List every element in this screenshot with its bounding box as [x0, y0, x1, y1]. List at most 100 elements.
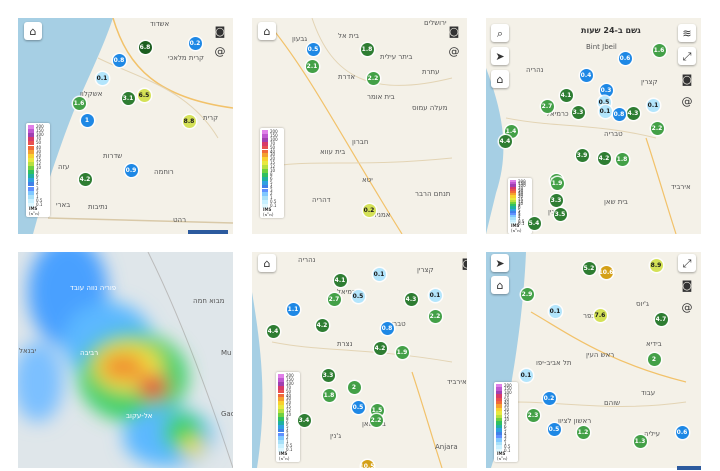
rain-station-marker[interactable]: 10.5 — [360, 459, 374, 468]
radar-panel[interactable]: פוריה נווה עובד מבוא חמה יבנאל רביבה אל-… — [18, 252, 233, 468]
rain-station-marker[interactable]: 4.1 — [559, 88, 573, 102]
rain-station-marker[interactable]: 0.1 — [95, 71, 109, 85]
map-panel-5[interactable]: ⌂ ◙ נהריה קצרין כרמיאל טבריה נצרת בית שא… — [252, 252, 467, 468]
rain-station-marker[interactable]: 2.7 — [540, 99, 554, 113]
rain-station-marker[interactable]: 0.1 — [598, 104, 612, 118]
layers-stack-button[interactable]: ≋ — [678, 24, 696, 42]
rain-station-marker[interactable]: 2.2 — [650, 121, 664, 135]
rain-station-marker[interactable]: 0.8 — [112, 53, 126, 67]
rain-station-marker[interactable]: 0.5 — [306, 42, 320, 56]
rain-station-marker[interactable]: 0.8 — [380, 321, 394, 335]
rain-station-marker[interactable]: 1.9 — [395, 345, 409, 359]
rain-station-marker[interactable]: 0.1 — [428, 288, 442, 302]
rain-station-marker[interactable]: 2.9 — [520, 287, 534, 301]
rain-station-marker[interactable]: 0.6 — [675, 425, 689, 439]
locate-button[interactable]: ➤ — [491, 47, 509, 65]
rain-station-marker[interactable]: 3.3 — [549, 193, 563, 207]
rain-station-marker[interactable]: 0.1 — [519, 368, 533, 382]
rain-station-marker[interactable]: 0.1 — [372, 267, 386, 281]
rain-station-marker[interactable]: 10.6 — [599, 265, 613, 279]
rain-station-marker[interactable]: 0.2 — [542, 391, 556, 405]
rain-station-marker[interactable]: 6.8 — [138, 40, 152, 54]
rain-station-marker[interactable]: 1.6 — [72, 96, 86, 110]
fullscreen-button[interactable]: ⤢ — [678, 254, 696, 272]
rain-station-marker[interactable]: 4.2 — [597, 151, 611, 165]
layers-button[interactable]: @ — [211, 42, 229, 60]
rain-station-marker[interactable]: 2 — [347, 380, 361, 394]
search-button[interactable]: ⌕ — [491, 24, 509, 42]
rain-station-marker[interactable]: 1.6 — [652, 43, 666, 57]
camera-button[interactable]: ◙ — [678, 70, 696, 88]
fullscreen-button[interactable]: ⤢ — [678, 47, 696, 65]
rain-station-marker[interactable]: 0.2 — [188, 36, 202, 50]
swirl-button[interactable]: @ — [678, 92, 696, 110]
rain-station-marker[interactable]: 1.2 — [576, 425, 590, 439]
rain-station-marker[interactable]: 0.5 — [547, 422, 561, 436]
rain-station-marker[interactable]: 3.1 — [121, 91, 135, 105]
rain-station-marker[interactable]: 6.5 — [137, 88, 151, 102]
rain-station-marker[interactable]: 4.4 — [498, 134, 512, 148]
rain-station-marker[interactable]: 0.8 — [612, 107, 626, 121]
home-button[interactable]: ⌂ — [491, 70, 509, 88]
home-button[interactable]: ⌂ — [258, 22, 276, 40]
rain-station-marker[interactable]: 3.3 — [321, 368, 335, 382]
rain-station-marker[interactable]: 3.3 — [571, 105, 585, 119]
rain-station-marker[interactable]: 0.5 — [351, 400, 365, 414]
locate-button[interactable]: ➤ — [491, 254, 509, 272]
rain-station-marker[interactable]: 1.8 — [322, 388, 336, 402]
rain-station-marker[interactable]: 1.3 — [633, 434, 647, 448]
rain-station-marker[interactable]: 1.8 — [615, 152, 629, 166]
rain-station-marker[interactable]: 0.2 — [362, 203, 376, 217]
camera-button[interactable]: ◙ — [678, 276, 696, 294]
rain-station-marker[interactable]: 4.2 — [315, 318, 329, 332]
rain-station-marker[interactable]: 5.4 — [527, 216, 541, 230]
rain-station-marker[interactable]: 2.1 — [305, 59, 319, 73]
rain-station-marker[interactable]: 2.2 — [369, 413, 383, 427]
rain-station-marker[interactable]: 4.4 — [266, 324, 280, 338]
rain-station-marker[interactable]: 8.9 — [649, 258, 663, 272]
swirl-button[interactable]: @ — [678, 298, 696, 316]
rain-station-marker[interactable]: 1.9 — [550, 176, 564, 190]
rain-station-marker[interactable]: 0.1 — [646, 98, 660, 112]
rain-station-marker[interactable]: 0.9 — [124, 163, 138, 177]
rain-station-marker[interactable]: 1.4 — [504, 124, 518, 138]
rain-station-marker[interactable]: 2 — [647, 352, 661, 366]
rain-station-marker[interactable]: 0.1 — [548, 304, 562, 318]
camera-button[interactable]: ◙ — [445, 22, 463, 40]
legend-value: 6 — [270, 175, 273, 181]
map-panel-2[interactable]: ⌂ ◙ @ ירושלים גבעון בית אל ביתר עילית עת… — [252, 18, 467, 234]
rain-station-marker[interactable]: 1 — [80, 113, 94, 127]
map-panel-3[interactable]: גשם ב-24 שעות ⌕ ➤ ⌂ ≋ ⤢ ◙ @ Bint Jbeil נ… — [486, 18, 701, 234]
map-panel-1[interactable]: ⌂ ◙ @ אשדוד קרית מלאכי אשקלון עזה שדרות … — [18, 18, 233, 234]
rain-station-marker[interactable]: 5.2 — [582, 261, 596, 275]
layers-button[interactable]: @ — [445, 42, 463, 60]
camera-button[interactable]: ◙ — [211, 22, 229, 40]
map-panel-6[interactable]: ➤ ⌂ ⤢ ◙ @ ג'יוס כפר בידיא ראש העין תל אב… — [486, 252, 701, 468]
rain-station-marker[interactable]: 0.4 — [579, 68, 593, 82]
home-button[interactable]: ⌂ — [258, 254, 276, 272]
rain-station-marker[interactable]: 3.9 — [575, 148, 589, 162]
rain-station-marker[interactable]: 4.3 — [626, 106, 640, 120]
camera-button[interactable]: ◙ — [458, 254, 467, 272]
home-button[interactable]: ⌂ — [491, 276, 509, 294]
home-button[interactable]: ⌂ — [24, 22, 42, 40]
rain-station-marker[interactable]: 4.2 — [373, 341, 387, 355]
rain-station-marker[interactable]: 0.3 — [599, 83, 613, 97]
rain-station-marker[interactable]: 2.2 — [428, 309, 442, 323]
rain-station-marker[interactable]: 4.1 — [333, 273, 347, 287]
rain-station-marker[interactable]: 3.5 — [553, 207, 567, 221]
rain-station-marker[interactable]: 1.5 — [370, 403, 384, 417]
rain-station-marker[interactable]: 3.4 — [297, 413, 311, 427]
rain-station-marker[interactable]: 4.3 — [404, 292, 418, 306]
rain-station-marker[interactable]: 4.2 — [78, 172, 92, 186]
rain-station-marker[interactable]: 1.8 — [360, 42, 374, 56]
rain-station-marker[interactable]: 0.5 — [351, 289, 365, 303]
rain-station-marker[interactable]: 2.2 — [366, 71, 380, 85]
rain-station-marker[interactable]: 4.7 — [654, 312, 668, 326]
rain-station-marker[interactable]: 1.1 — [286, 302, 300, 316]
rain-station-marker[interactable]: 8.8 — [182, 114, 196, 128]
rain-station-marker[interactable]: 7.6 — [593, 308, 607, 322]
rain-station-marker[interactable]: 0.6 — [618, 51, 632, 65]
rain-station-marker[interactable]: 2.3 — [526, 408, 540, 422]
rain-station-marker[interactable]: 2.7 — [327, 292, 341, 306]
